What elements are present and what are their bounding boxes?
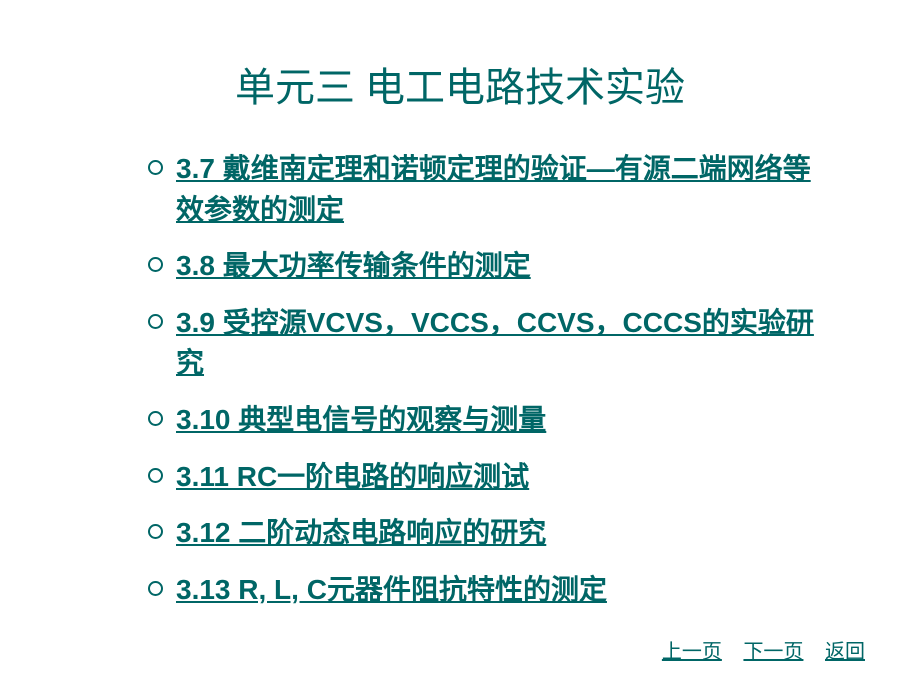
toc-item: 3.9 受控源VCVS，VCCS，CCVS，CCCS的实验研究 bbox=[148, 303, 830, 384]
next-page-link[interactable]: 下一页 bbox=[743, 641, 803, 663]
slide: 单元三 电工电路技术实验 3.7 戴维南定理和诺顿定理的验证—有源二端网络等效参… bbox=[0, 0, 920, 690]
toc-link-3-8[interactable]: 3.8 最大功率传输条件的测定 bbox=[176, 246, 531, 287]
toc-link-3-11[interactable]: 3.11 RC一阶电路的响应测试 bbox=[176, 457, 529, 498]
toc-item: 3.13 R, L, C元器件阻抗特性的测定 bbox=[148, 570, 830, 611]
page-title: 单元三 电工电路技术实验 bbox=[0, 55, 920, 113]
toc-link-3-10[interactable]: 3.10 典型电信号的观察与测量 bbox=[176, 400, 546, 441]
toc-item: 3.12 二阶动态电路响应的研究 bbox=[148, 513, 830, 554]
bullet-icon bbox=[148, 524, 163, 539]
toc-item: 3.8 最大功率传输条件的测定 bbox=[148, 246, 830, 287]
table-of-contents: 3.7 戴维南定理和诺顿定理的验证—有源二端网络等效参数的测定 3.8 最大功率… bbox=[0, 149, 920, 610]
navigation: 上一页 下一页 返回 bbox=[646, 635, 865, 664]
bullet-icon bbox=[148, 160, 163, 175]
toc-item: 3.10 典型电信号的观察与测量 bbox=[148, 400, 830, 441]
bullet-icon bbox=[148, 314, 163, 329]
bullet-icon bbox=[148, 257, 163, 272]
bullet-icon bbox=[148, 581, 163, 596]
toc-item: 3.7 戴维南定理和诺顿定理的验证—有源二端网络等效参数的测定 bbox=[148, 149, 830, 230]
bullet-icon bbox=[148, 468, 163, 483]
toc-item: 3.11 RC一阶电路的响应测试 bbox=[148, 457, 830, 498]
back-link[interactable]: 返回 bbox=[825, 641, 865, 663]
prev-page-link[interactable]: 上一页 bbox=[662, 641, 722, 663]
toc-link-3-9[interactable]: 3.9 受控源VCVS，VCCS，CCVS，CCCS的实验研究 bbox=[176, 303, 830, 384]
toc-link-3-7[interactable]: 3.7 戴维南定理和诺顿定理的验证—有源二端网络等效参数的测定 bbox=[176, 149, 830, 230]
toc-link-3-12[interactable]: 3.12 二阶动态电路响应的研究 bbox=[176, 513, 546, 554]
toc-link-3-13[interactable]: 3.13 R, L, C元器件阻抗特性的测定 bbox=[176, 570, 607, 611]
bullet-icon bbox=[148, 411, 163, 426]
